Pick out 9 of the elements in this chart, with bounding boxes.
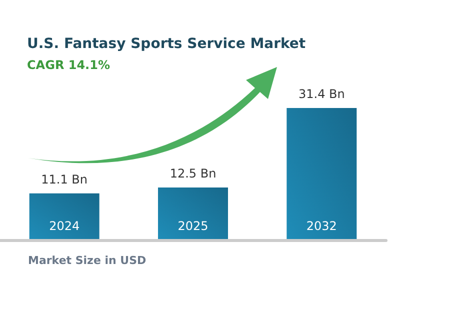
text: Market Size in USD [28,254,146,267]
data-label: 12.5 Bn [170,166,216,180]
data-label: 11.1 Bn [41,172,88,186]
x-tick-label: 2025 [178,219,208,233]
x-tick-label: 2032 [306,219,337,233]
chart-subtitle: CAGR 14.1% [27,58,110,72]
chart-title: U.S. Fantasy Sports Service Market [27,36,306,52]
data-label: 31.4 Bn [298,87,345,101]
x-tick-label: 2024 [49,219,80,233]
